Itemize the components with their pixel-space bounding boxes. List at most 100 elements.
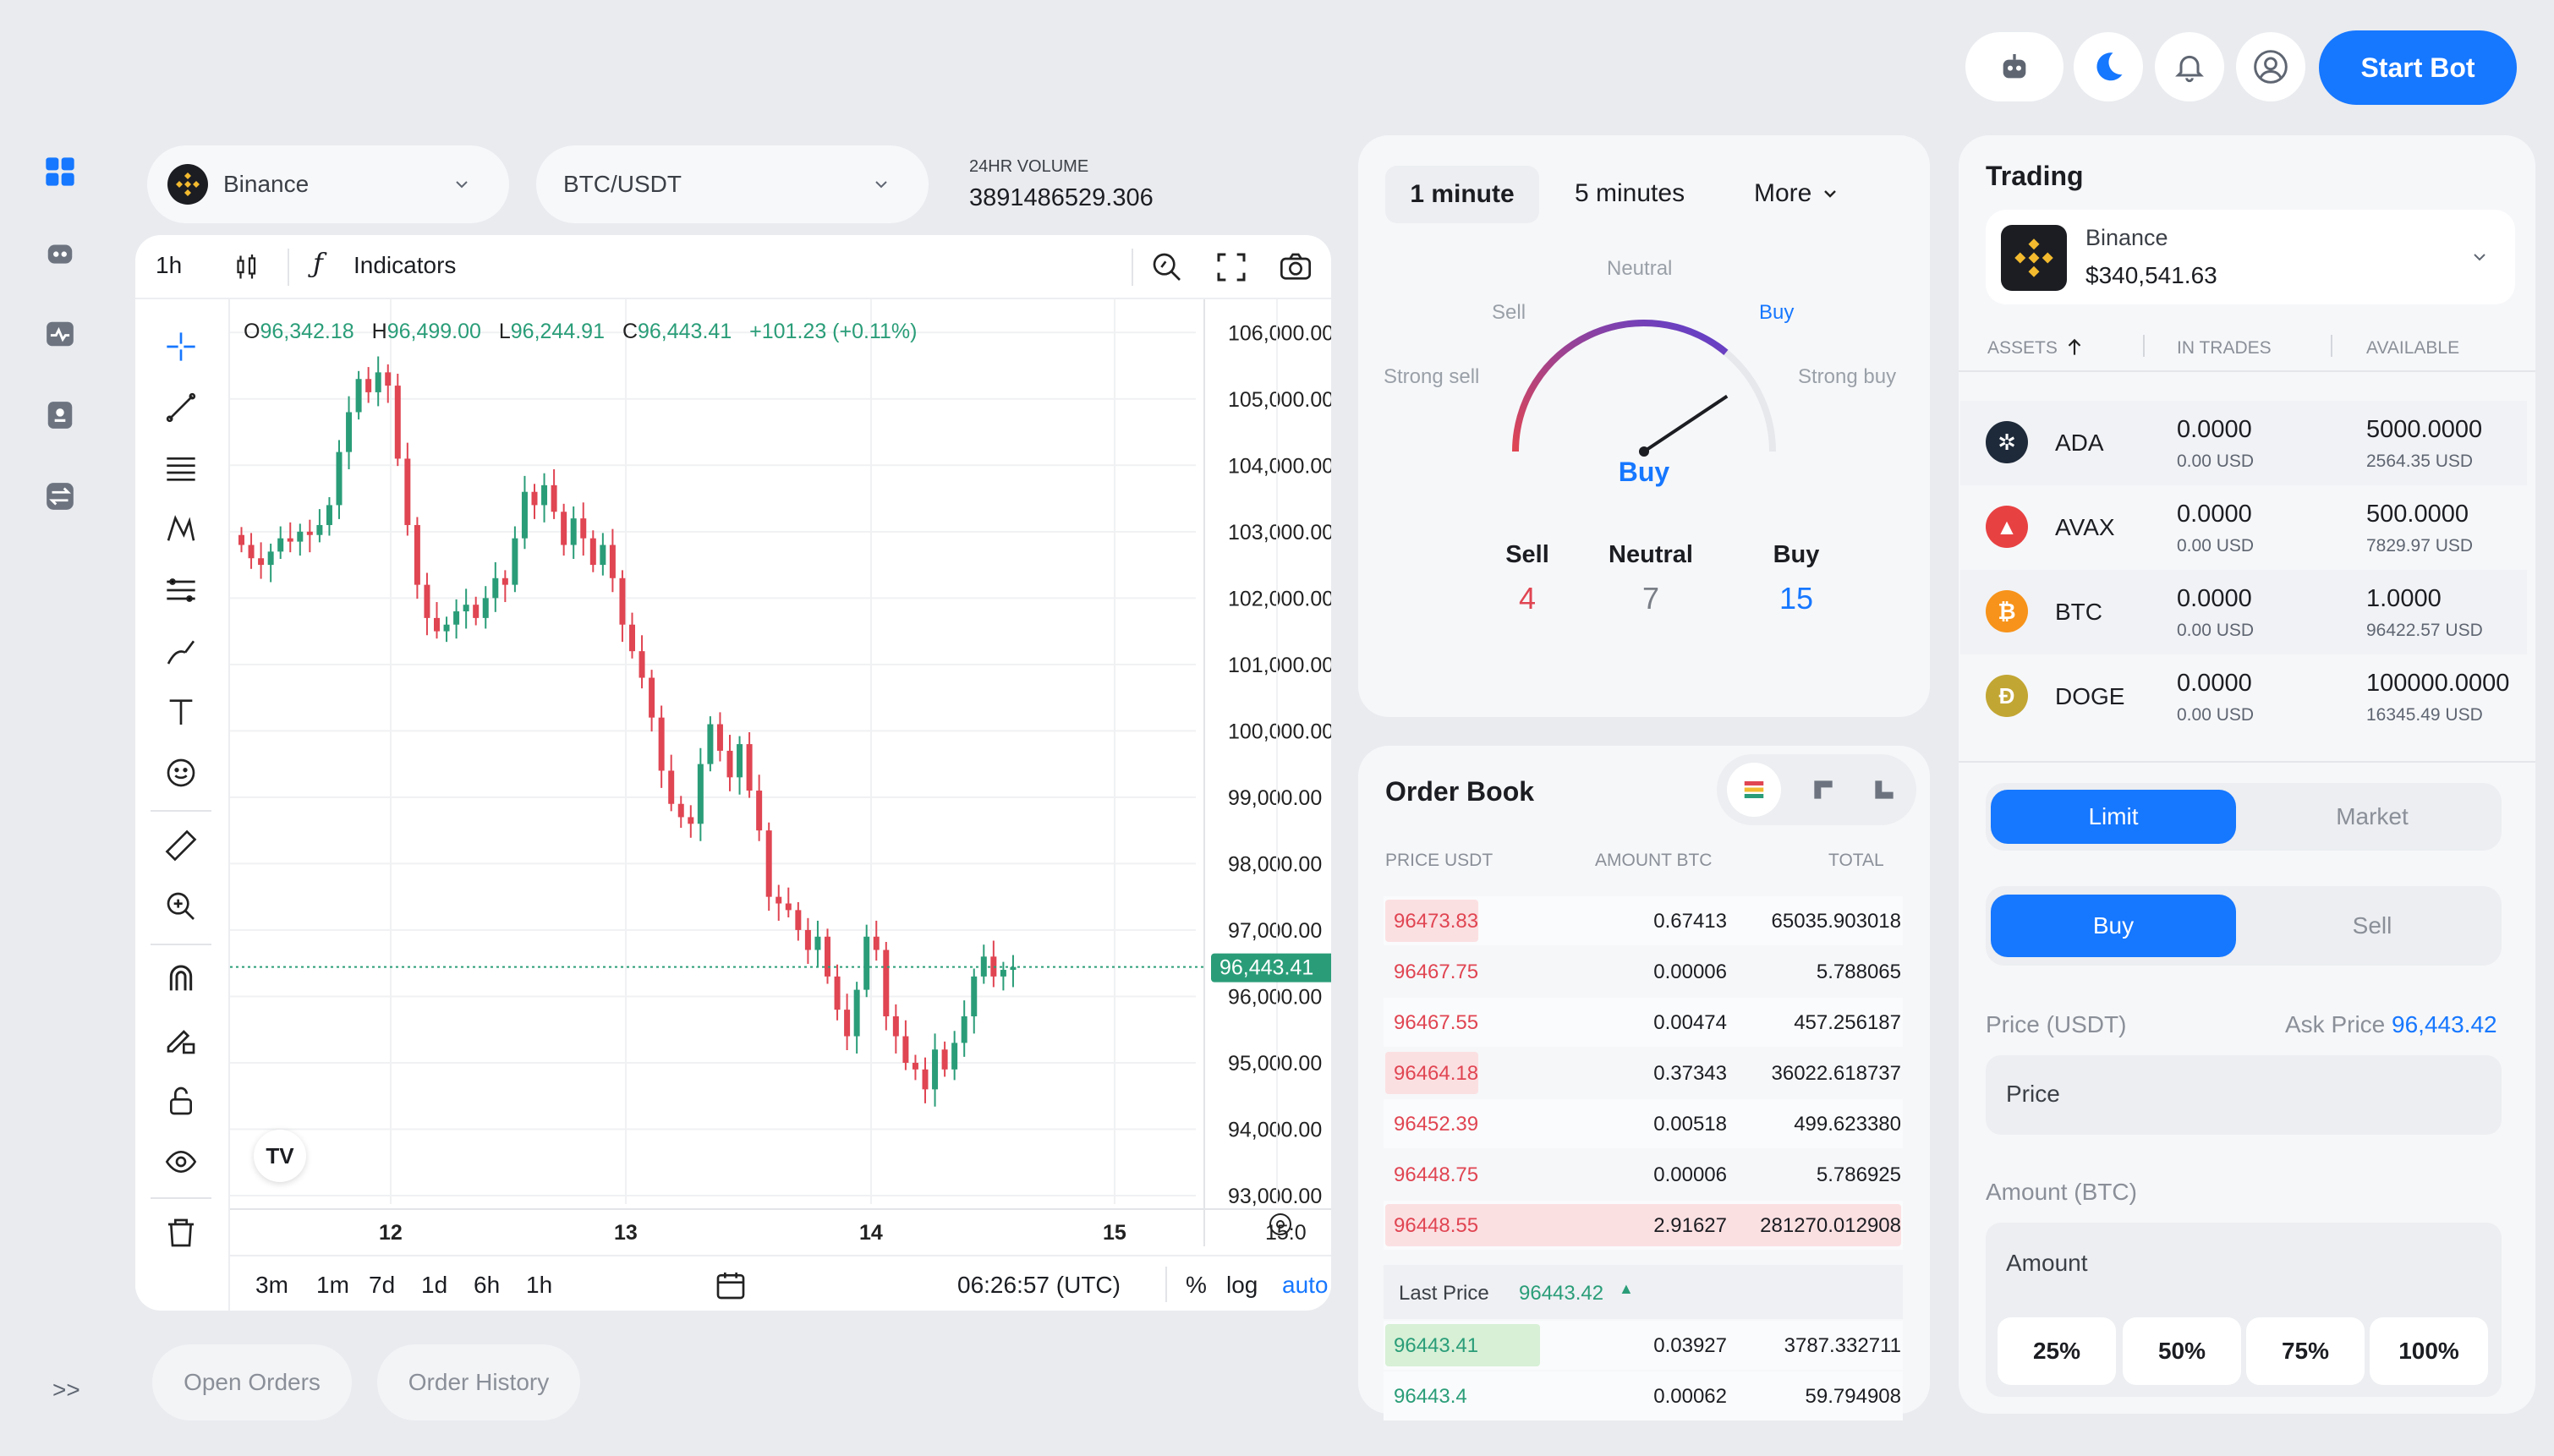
- available-value: 100000.0000: [2366, 670, 2510, 697]
- tab-5-minutes[interactable]: 5 minutes: [1575, 179, 1685, 207]
- high-label: H: [371, 320, 387, 343]
- percent-toggle[interactable]: %: [1186, 1272, 1207, 1298]
- log-toggle[interactable]: log: [1226, 1272, 1258, 1298]
- camera-icon[interactable]: [1277, 250, 1314, 284]
- range-6h[interactable]: 6h: [474, 1272, 501, 1298]
- fib-icon[interactable]: [159, 446, 203, 490]
- bot-icon[interactable]: [42, 235, 78, 271]
- price-input[interactable]: Price: [1986, 1055, 2502, 1135]
- open-orders-tab[interactable]: Open Orders: [152, 1344, 352, 1420]
- replay-icon[interactable]: [1150, 250, 1184, 284]
- emoji-icon[interactable]: [159, 751, 203, 795]
- trendline-icon[interactable]: [159, 386, 203, 430]
- fullscreen-icon[interactable]: [1214, 250, 1248, 284]
- robot-button[interactable]: [1965, 32, 2063, 101]
- bid-amount: 0.00062: [1653, 1385, 1727, 1408]
- pattern-icon[interactable]: [159, 507, 203, 551]
- account-select[interactable]: Binance $340,541.63: [1986, 210, 2515, 304]
- theme-toggle-button[interactable]: [2074, 32, 2143, 101]
- amount-50-percent-button[interactable]: 50%: [2123, 1317, 2241, 1385]
- unlock-icon[interactable]: [159, 1079, 203, 1123]
- sentiment-panel: 1 minute 5 minutes More Neutral Sell Buy…: [1358, 135, 1930, 717]
- last-price-label: Last Price: [1399, 1282, 1489, 1305]
- asset-row-ada[interactable]: ✲ ADA 0.0000 0.00 USD 5000.0000 2564.35 USD: [1960, 401, 2527, 485]
- header-assets[interactable]: ASSETS: [1987, 338, 2058, 358]
- brush-icon[interactable]: [159, 629, 203, 673]
- ask-row[interactable]: 96464.18 0.37343 36022.618737: [1384, 1048, 1903, 1097]
- zoom-in-icon[interactable]: [159, 884, 203, 928]
- wallet-icon[interactable]: [42, 397, 78, 433]
- projection-icon[interactable]: [159, 568, 203, 612]
- price-chart[interactable]: 106,000.00 105,000.00 104,000.00 103,000.00…: [230, 299, 1331, 1246]
- asset-row-doge[interactable]: Ð DOGE 0.0000 0.00 USD 100000.0000 16345.49 U…: [1960, 654, 2527, 739]
- candle: [649, 670, 655, 732]
- gauge-neutral-label: Neutral: [1607, 257, 1673, 280]
- in-trades-usd: 0.00 USD: [2177, 536, 2255, 556]
- swap-icon[interactable]: [42, 479, 78, 514]
- ask-row[interactable]: 96467.75 0.00006 5.788065: [1384, 947, 1903, 996]
- auto-toggle[interactable]: auto: [1282, 1272, 1329, 1298]
- close-label: C: [622, 320, 638, 343]
- text-icon[interactable]: [159, 690, 203, 734]
- pair-select[interactable]: BTC/USDT: [536, 145, 929, 223]
- range-3m[interactable]: 3m: [255, 1272, 288, 1298]
- start-bot-button[interactable]: Start Bot: [2319, 30, 2517, 105]
- bid-row[interactable]: 96443.41 0.03927 3787.332711: [1384, 1321, 1903, 1370]
- amount-100-percent-button[interactable]: 100%: [2370, 1317, 2488, 1385]
- y-tick-label: 96,000.00: [1228, 985, 1322, 1009]
- ask-price: Ask Price 96,443.42: [2285, 1011, 2497, 1038]
- x-tick-label: 14: [859, 1221, 883, 1245]
- depth-bar: [1385, 1324, 1540, 1366]
- ask-total: 499.623380: [1794, 1113, 1901, 1136]
- moon-icon: [2096, 52, 2123, 81]
- ask-amount: 2.91627: [1653, 1214, 1727, 1237]
- activity-icon[interactable]: [42, 316, 78, 352]
- candles-icon[interactable]: [232, 250, 262, 284]
- ask-amount: 0.67413: [1653, 910, 1727, 933]
- amount-25-percent-button[interactable]: 25%: [1998, 1317, 2116, 1385]
- notifications-button[interactable]: [2155, 32, 2224, 101]
- buy-tab[interactable]: Buy: [1991, 895, 2236, 957]
- view-asks-icon[interactable]: [1810, 776, 1837, 803]
- trash-icon[interactable]: [159, 1211, 203, 1255]
- order-history-tab[interactable]: Order History: [377, 1344, 580, 1420]
- asset-symbol: DOGE: [2055, 683, 2125, 709]
- limit-tab[interactable]: Limit: [1991, 790, 2236, 844]
- range-1d[interactable]: 1d: [421, 1272, 448, 1298]
- sort-arrow-icon[interactable]: [2063, 337, 2085, 359]
- ruler-icon[interactable]: [159, 824, 203, 868]
- ask-row[interactable]: 96473.83 0.67413 65035.903018: [1384, 896, 1903, 945]
- ask-row[interactable]: 96467.55 0.00474 457.256187: [1384, 998, 1903, 1047]
- dashboard-icon[interactable]: [42, 154, 78, 189]
- interval-button[interactable]: 1h: [156, 252, 183, 278]
- y-tick-label: 105,000.00: [1228, 388, 1331, 412]
- amount-75-percent-button[interactable]: 75%: [2246, 1317, 2365, 1385]
- bid-row[interactable]: 96443.4 0.00062 59.794908: [1384, 1371, 1903, 1420]
- candle: [609, 528, 616, 593]
- tab-1-minute[interactable]: 1 minute: [1385, 166, 1539, 223]
- ask-row[interactable]: 96452.39 0.00518 499.623380: [1384, 1099, 1903, 1148]
- view-bids-icon[interactable]: [1871, 776, 1898, 803]
- lock-drawing-icon[interactable]: [159, 1018, 203, 1062]
- view-both-icon[interactable]: [1727, 763, 1781, 817]
- gauge-strong-buy-label: Strong buy: [1798, 365, 1897, 388]
- ask-row[interactable]: 96448.75 0.00006 5.786925: [1384, 1150, 1903, 1199]
- indicators-button[interactable]: Indicators: [354, 252, 457, 278]
- tab-more[interactable]: More: [1754, 179, 1840, 208]
- profile-button[interactable]: [2236, 32, 2305, 101]
- range-7d[interactable]: 7d: [369, 1272, 396, 1298]
- ask-row[interactable]: 96448.55 2.91627 281270.012908: [1384, 1201, 1903, 1250]
- crosshair-icon[interactable]: [159, 325, 203, 369]
- date-range-icon[interactable]: [714, 1268, 748, 1302]
- market-tab[interactable]: Market: [2336, 803, 2409, 829]
- exchange-select[interactable]: Binance: [147, 145, 509, 223]
- range-1m[interactable]: 1m: [316, 1272, 349, 1298]
- asset-row-btc[interactable]: ₿ BTC 0.0000 0.00 USD 1.0000 96422.57 USD: [1960, 570, 2527, 654]
- sidebar-expand-button[interactable]: >>: [52, 1377, 80, 1403]
- sell-tab[interactable]: Sell: [2352, 912, 2392, 939]
- eye-icon[interactable]: [159, 1140, 203, 1184]
- range-1h[interactable]: 1h: [526, 1272, 553, 1298]
- y-tick-label: 93,000.00: [1228, 1185, 1322, 1208]
- magnet-icon[interactable]: [159, 957, 203, 1001]
- asset-row-avax[interactable]: ▲ AVAX 0.0000 0.00 USD 500.0000 7829.97 USD: [1960, 485, 2527, 570]
